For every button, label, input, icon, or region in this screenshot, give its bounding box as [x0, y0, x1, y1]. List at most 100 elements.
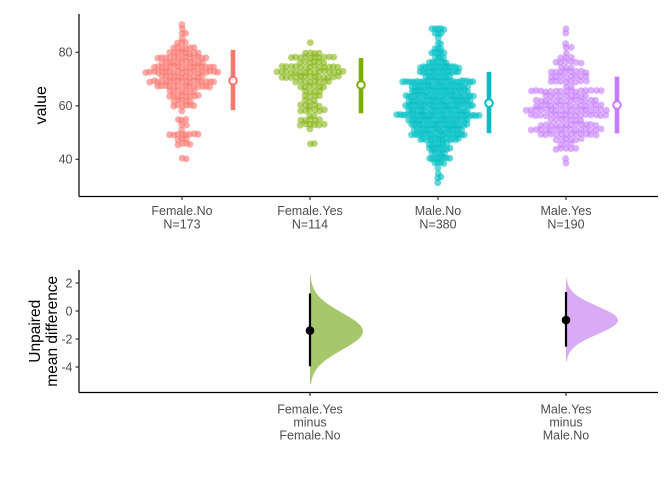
- data-point: [306, 125, 314, 133]
- data-point: [463, 120, 471, 128]
- data-point: [166, 131, 174, 139]
- data-point: [214, 68, 222, 76]
- top-y-tick-label: 80: [59, 46, 73, 60]
- data-point: [552, 116, 560, 123]
- data-point: [577, 135, 585, 143]
- data-point: [527, 111, 535, 118]
- data-point: [399, 78, 407, 86]
- data-point: [339, 67, 347, 75]
- data-point: [537, 111, 544, 119]
- data-point: [562, 29, 570, 37]
- contrast-male-yes-minus-male-no: [561, 278, 618, 362]
- contrast-label-line2: minus: [293, 416, 326, 430]
- data-point: [567, 58, 575, 66]
- data-point: [182, 39, 189, 46]
- group-n-label: N=380: [419, 218, 456, 232]
- group-label: Female.No: [151, 204, 212, 218]
- data-point: [567, 140, 575, 148]
- data-point: [562, 73, 570, 81]
- data-point: [446, 154, 454, 162]
- data-point: [567, 145, 575, 153]
- data-point: [572, 58, 580, 66]
- contrast-label-line3: Female.No: [279, 429, 340, 443]
- swarm-male-yes: [522, 25, 610, 167]
- data-point: [547, 130, 555, 138]
- data-point: [537, 130, 545, 138]
- data-point: [182, 155, 190, 163]
- data-point: [582, 111, 590, 118]
- data-point: [553, 131, 560, 139]
- mean-difference-dot: [305, 326, 315, 335]
- data-point: [593, 87, 600, 94]
- data-point: [460, 131, 468, 139]
- data-point: [562, 44, 570, 51]
- mean-marker: [612, 100, 622, 110]
- data-point: [315, 68, 323, 75]
- data-point: [455, 135, 462, 142]
- data-point: [572, 136, 580, 144]
- data-point: [547, 92, 555, 100]
- data-point: [547, 116, 555, 124]
- data-point: [195, 92, 202, 99]
- data-point: [154, 82, 162, 90]
- data-point: [557, 115, 565, 123]
- data-point: [597, 125, 605, 133]
- data-point: [434, 34, 442, 42]
- data-point: [572, 78, 579, 86]
- top-y-axis-title: value: [33, 86, 50, 124]
- data-point: [206, 83, 214, 91]
- data-point: [325, 78, 332, 85]
- data-point: [158, 72, 166, 80]
- data-point: [178, 107, 186, 115]
- data-point: [454, 68, 462, 76]
- data-point: [146, 78, 154, 86]
- data-point: [175, 116, 182, 124]
- data-point: [557, 106, 565, 114]
- data-point: [567, 43, 575, 51]
- data-point: [527, 126, 535, 134]
- data-point: [592, 131, 600, 139]
- data-point: [602, 111, 610, 119]
- data-point: [563, 92, 570, 99]
- mean-sd-bar-male-yes: [612, 76, 622, 134]
- data-point: [426, 155, 433, 162]
- data-point: [547, 97, 554, 105]
- data-point: [552, 145, 560, 153]
- data-point: [297, 101, 304, 109]
- data-point: [306, 39, 314, 46]
- data-point: [582, 97, 590, 105]
- data-point: [542, 101, 550, 109]
- contrast-label-line1: Female.Yes: [277, 403, 343, 417]
- data-point: [302, 120, 310, 128]
- bottom-y-tick-label: 2: [66, 276, 73, 290]
- data-point: [278, 63, 286, 70]
- mean-sd-bar-male-no: [484, 71, 494, 134]
- data-point: [194, 130, 202, 138]
- data-point: [166, 87, 174, 95]
- data-point: [434, 164, 442, 172]
- data-point: [297, 107, 305, 115]
- data-point: [166, 92, 174, 100]
- bottom-y-tick-label: -2: [61, 332, 72, 346]
- data-point: [186, 141, 194, 148]
- bootstrap-half-violin: [310, 274, 363, 384]
- data-point: [437, 40, 444, 48]
- data-point: [577, 130, 585, 138]
- data-point: [437, 173, 445, 181]
- bootstrap-half-violin: [566, 278, 618, 362]
- data-point: [316, 116, 323, 123]
- group-n-label: N=173: [163, 218, 200, 232]
- data-point: [321, 106, 328, 114]
- swarm-male-no: [393, 25, 483, 187]
- group-label: Male.No: [415, 204, 462, 218]
- data-point: [446, 144, 454, 152]
- data-point: [572, 96, 580, 104]
- top-y-tick-label: 40: [59, 153, 73, 167]
- group-label: Male.Yes: [541, 204, 592, 218]
- data-point: [469, 102, 477, 109]
- data-point: [522, 107, 530, 114]
- data-point: [475, 112, 483, 119]
